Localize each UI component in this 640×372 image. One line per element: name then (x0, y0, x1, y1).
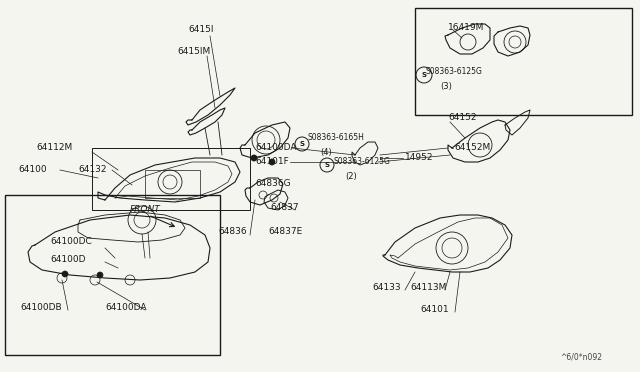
Circle shape (251, 155, 257, 161)
Text: ^6/0*n092: ^6/0*n092 (560, 353, 602, 362)
Bar (92, 148, 250, 210)
Circle shape (62, 271, 68, 277)
Text: 64100DB: 64100DB (20, 304, 61, 312)
Text: 64133: 64133 (372, 283, 401, 292)
Text: 64100: 64100 (18, 164, 47, 173)
Text: 64837E: 64837E (268, 228, 302, 237)
Text: 64152M: 64152M (454, 144, 490, 153)
Text: S08363-6165H: S08363-6165H (308, 134, 365, 142)
Text: S: S (324, 162, 330, 168)
Text: (3): (3) (440, 81, 452, 90)
Bar (145, 170, 200, 198)
Text: 64100D: 64100D (50, 256, 86, 264)
Text: 6415lM: 6415lM (177, 48, 211, 57)
Circle shape (269, 159, 275, 165)
Text: FRONT: FRONT (130, 205, 161, 215)
Text: 64100DA: 64100DA (255, 144, 296, 153)
Text: 6415l: 6415l (188, 26, 214, 35)
Text: 64101: 64101 (420, 305, 449, 314)
Text: S: S (300, 141, 305, 147)
Text: 64836G: 64836G (255, 180, 291, 189)
Text: 64100DA: 64100DA (105, 304, 147, 312)
Bar (5, 195, 220, 355)
Text: S08363-6125G: S08363-6125G (333, 157, 390, 167)
Bar (415, 8, 632, 115)
Text: 64837: 64837 (270, 203, 299, 212)
Text: 16419M: 16419M (448, 23, 484, 32)
Text: (2): (2) (345, 171, 356, 180)
Text: 64836: 64836 (218, 228, 246, 237)
Text: 14952: 14952 (405, 153, 433, 161)
Text: S08363-6125G: S08363-6125G (425, 67, 482, 77)
Circle shape (97, 272, 103, 278)
Text: 64112M: 64112M (36, 144, 72, 153)
Text: 64113M: 64113M (410, 283, 446, 292)
Text: 64132: 64132 (78, 164, 106, 173)
Text: S: S (422, 72, 426, 78)
Text: 64101F: 64101F (255, 157, 289, 167)
Text: (4): (4) (320, 148, 332, 157)
Text: 64100DC: 64100DC (50, 237, 92, 247)
Text: 64152: 64152 (448, 113, 477, 122)
